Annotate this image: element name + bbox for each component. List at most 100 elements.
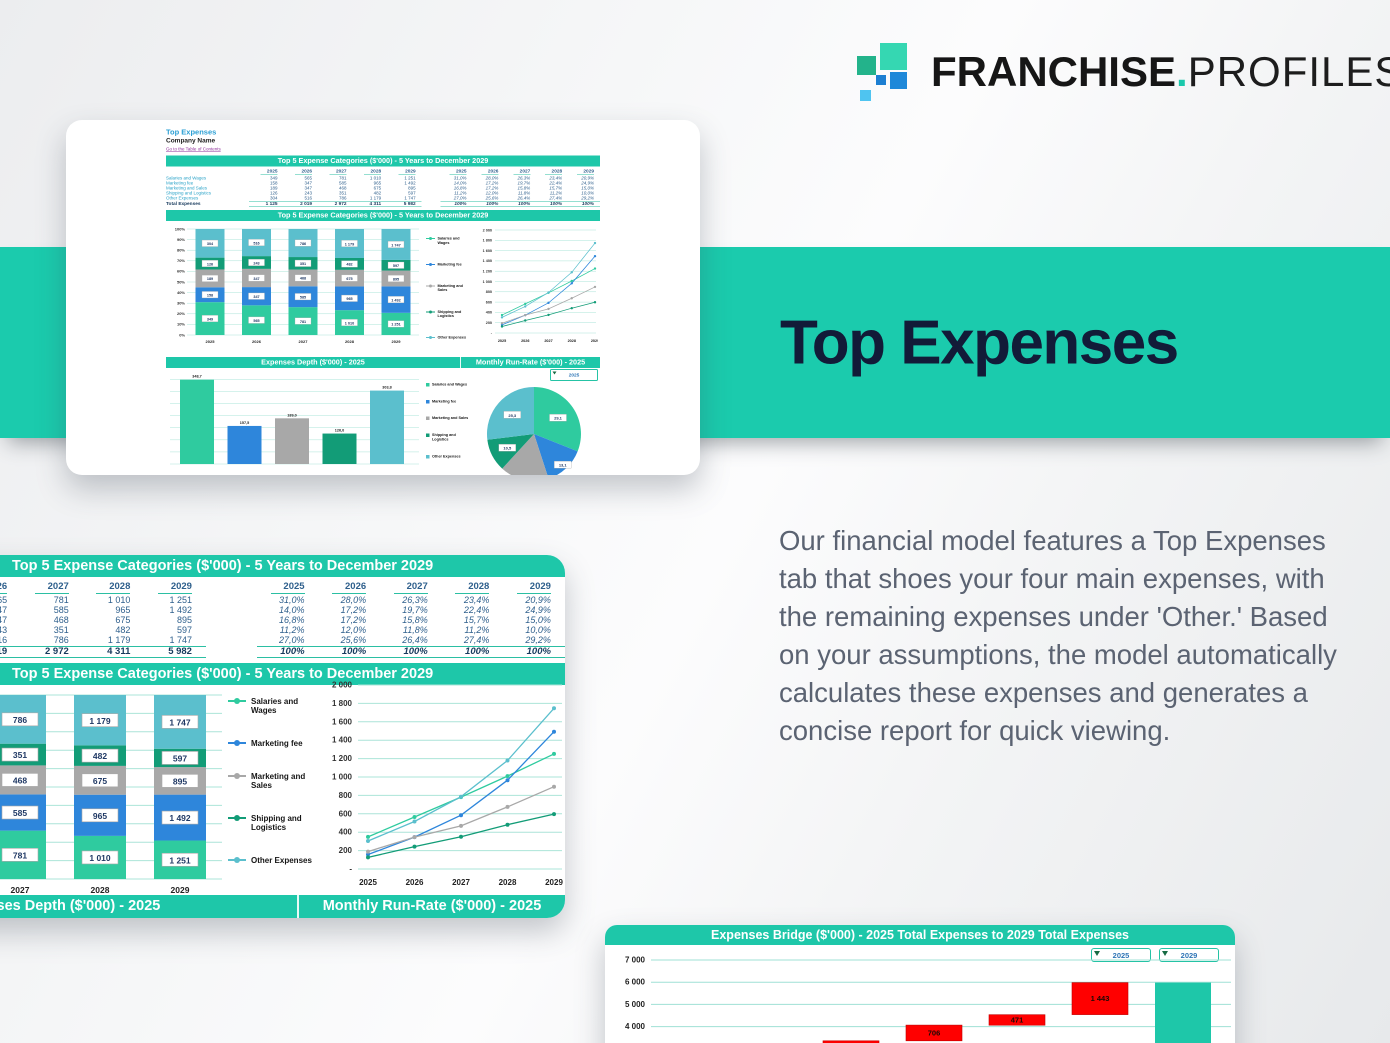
svg-text:126: 126 xyxy=(207,262,213,266)
svg-text:351: 351 xyxy=(300,262,306,266)
svg-text:600: 600 xyxy=(339,809,353,818)
svg-text:2 000: 2 000 xyxy=(483,228,492,232)
svg-text:80%: 80% xyxy=(177,247,185,252)
svg-text:2027: 2027 xyxy=(544,339,552,343)
legend-square-marker xyxy=(426,416,430,421)
svg-text:1 200: 1 200 xyxy=(483,269,492,273)
description-text: Our financial model features a Top Expen… xyxy=(779,525,1337,746)
legend-square-marker xyxy=(426,399,430,404)
legend-label: Salaries and Wages xyxy=(251,697,299,715)
svg-text:2028: 2028 xyxy=(499,878,517,887)
svg-text:1 179: 1 179 xyxy=(345,242,354,246)
company-name: Company Name xyxy=(166,136,216,145)
legend-item: Marketing and Sales xyxy=(426,284,472,293)
mini-sheet: Top Expenses Company Name Go to the Tabl… xyxy=(166,128,600,475)
svg-text:895: 895 xyxy=(393,277,399,281)
svg-text:2026: 2026 xyxy=(252,339,262,344)
svg-text:675: 675 xyxy=(346,277,352,281)
table-row: Shipping and Logistics12624335148259711,… xyxy=(0,625,551,635)
legend-item: Marketing and Sales xyxy=(426,415,469,421)
legend-label: Marketing and Sales xyxy=(432,415,469,421)
year-slicer-2029[interactable]: 2029 xyxy=(1159,948,1219,962)
depth-header: Expenses Depth ($'000) - 2025 xyxy=(261,358,365,367)
year-slicer-2025[interactable]: 2025 xyxy=(1091,948,1151,962)
legend-line-marker xyxy=(228,740,246,746)
legend-label: Other Expenses xyxy=(251,856,312,865)
svg-text:60%: 60% xyxy=(177,269,185,274)
svg-text:1 600: 1 600 xyxy=(332,717,353,726)
section-header: Top 5 Expense Categories ($'000) - 5 Yea… xyxy=(0,663,565,685)
svg-text:100%: 100% xyxy=(175,226,186,231)
legend-item: Salaries and Wages xyxy=(228,697,320,715)
legend-item: Other Expenses xyxy=(228,856,320,865)
legend-item: Marketing and Sales xyxy=(228,772,320,790)
svg-text:468: 468 xyxy=(13,776,27,786)
svg-text:400: 400 xyxy=(339,828,353,837)
legend-label: Shipping and Logistics xyxy=(437,309,462,319)
legend-label: Shipping and Logistics xyxy=(432,432,456,442)
svg-text:1 010: 1 010 xyxy=(345,321,354,325)
section-header-split: Expenses Depth ($'000) - 2025 Monthly Ru… xyxy=(0,895,565,918)
svg-text:482: 482 xyxy=(93,751,107,761)
section-header-split: Expenses Depth ($'000) - 2025 Monthly Ru… xyxy=(166,357,600,368)
svg-text:10,5: 10,5 xyxy=(503,446,512,451)
svg-text:1 400: 1 400 xyxy=(483,259,492,263)
runrate-pie-chart: 29,113,115,810,525,3 xyxy=(486,387,581,475)
legend-item: Other Expenses xyxy=(426,454,469,459)
chart-row-bottom: 348,7 157,5 189,0 126,0 303,8 Salaries and W… xyxy=(166,369,600,475)
legend-line-marker xyxy=(426,336,435,340)
section-header: Top 5 Expense Categories ($'000) - 5 Yea… xyxy=(166,155,600,167)
svg-text:347: 347 xyxy=(253,277,259,281)
svg-text:348,7: 348,7 xyxy=(192,375,201,379)
svg-text:1 400: 1 400 xyxy=(332,736,353,745)
svg-text:2027: 2027 xyxy=(11,885,30,895)
legend-label: Salaries and Wages xyxy=(432,381,468,387)
svg-text:1 492: 1 492 xyxy=(169,813,191,823)
legend-line-marker xyxy=(426,284,435,288)
legend-item: Marketing fee xyxy=(426,399,469,404)
legend-item: Marketing fee xyxy=(228,739,320,748)
legend-line-marker xyxy=(228,773,246,779)
svg-text:1 600: 1 600 xyxy=(483,249,492,253)
legend-item: Salaries and Wages xyxy=(426,381,469,387)
svg-text:303,8: 303,8 xyxy=(382,386,391,390)
svg-text:786: 786 xyxy=(13,715,27,725)
year-slicer[interactable]: 2025 xyxy=(550,369,598,381)
svg-text:2027: 2027 xyxy=(299,339,309,344)
svg-text:189,0: 189,0 xyxy=(287,413,296,417)
svg-text:25,3: 25,3 xyxy=(508,413,517,418)
svg-text:6 000: 6 000 xyxy=(625,978,646,987)
svg-text:1 800: 1 800 xyxy=(332,699,353,708)
svg-text:40%: 40% xyxy=(177,290,185,295)
svg-text:1 010: 1 010 xyxy=(89,853,111,863)
svg-text:565: 565 xyxy=(253,319,259,323)
svg-text:10%: 10% xyxy=(177,322,185,327)
legend-line-marker xyxy=(228,815,246,821)
legend-label: Marketing and Sales xyxy=(437,283,463,293)
svg-text:7 000: 7 000 xyxy=(625,956,646,965)
svg-text:-: - xyxy=(349,865,352,874)
svg-text:1 747: 1 747 xyxy=(391,243,400,247)
svg-text:1 000: 1 000 xyxy=(332,773,353,782)
svg-text:0%: 0% xyxy=(179,332,185,337)
svg-text:1 251: 1 251 xyxy=(169,855,191,865)
toc-link[interactable]: Go to the Table of Contents xyxy=(166,146,221,152)
chart-legend: Salaries and Wages Marketing fee Marketing… xyxy=(426,222,472,355)
section-header: Top 5 Expense Categories ($'000) - 5 Yea… xyxy=(0,555,565,577)
legend-line-marker xyxy=(426,262,435,266)
runrate-header: Monthly Run-Rate ($'000) - 2025 xyxy=(322,898,542,914)
svg-text:5 000: 5 000 xyxy=(625,1000,646,1009)
svg-text:189: 189 xyxy=(207,277,213,281)
svg-text:2029: 2029 xyxy=(392,339,402,344)
svg-text:786: 786 xyxy=(300,242,306,246)
svg-text:471: 471 xyxy=(1011,1015,1024,1024)
svg-text:706: 706 xyxy=(928,1028,941,1037)
